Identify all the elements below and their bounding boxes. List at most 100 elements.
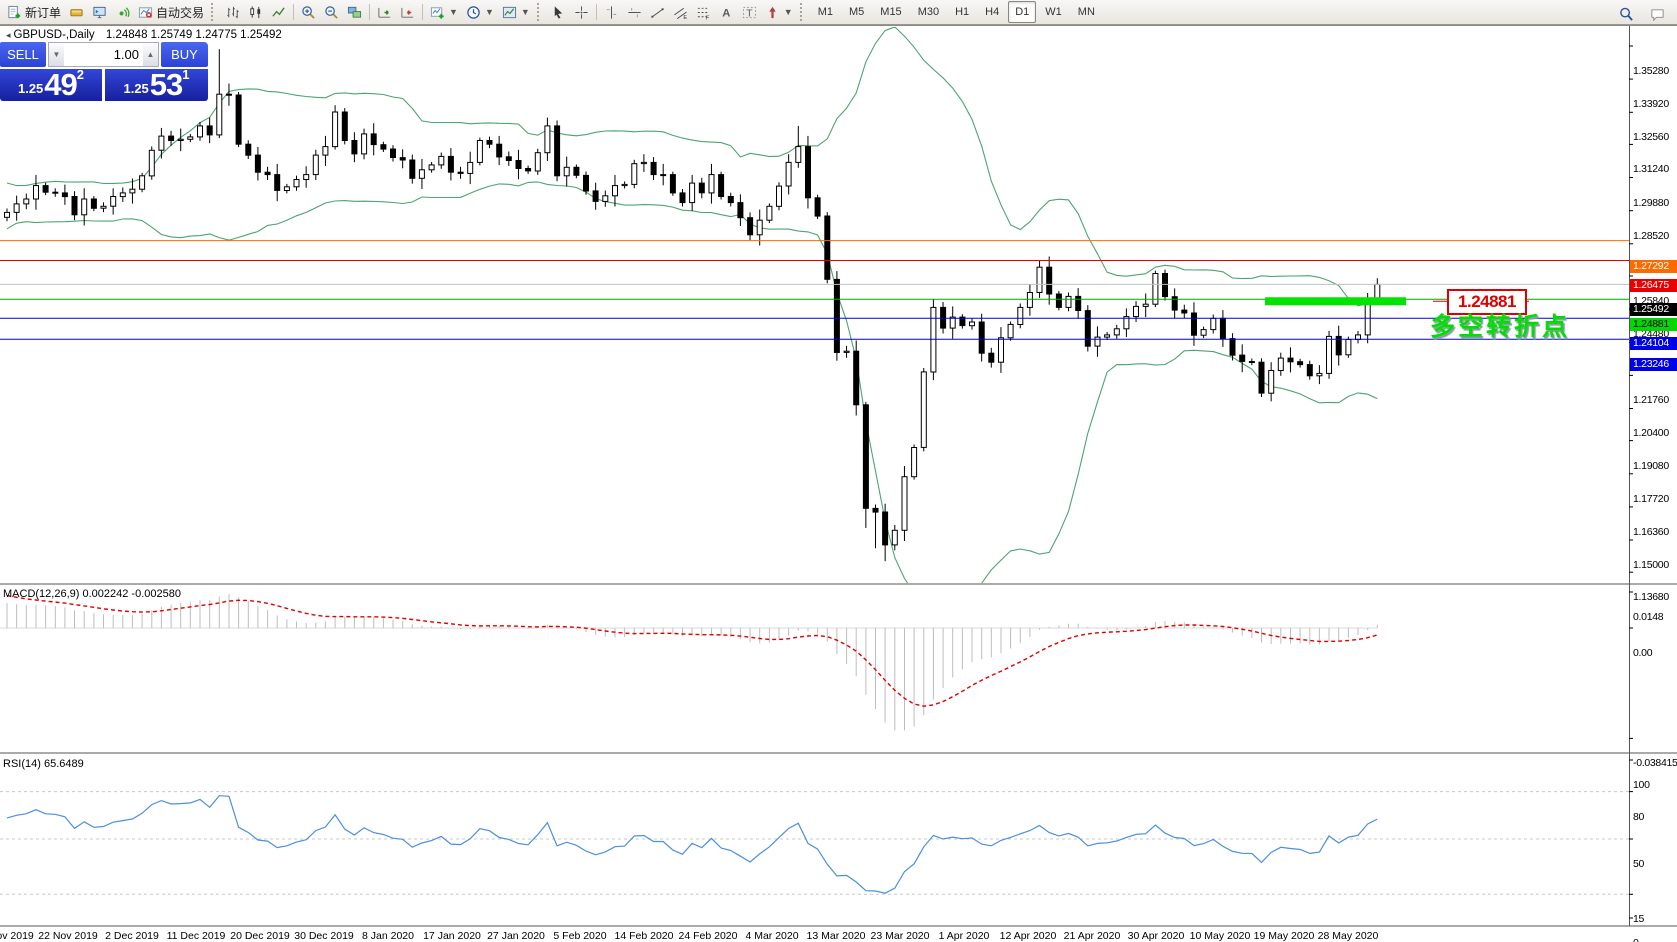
toolbar-separator: [595, 4, 597, 20]
time-tick-label: 12 Apr 2020: [999, 930, 1057, 942]
price-chart-canvas[interactable]: [0, 25, 1677, 942]
autotrade-button[interactable]: 自动交易: [134, 0, 208, 25]
timeframe-button-h4[interactable]: H4: [985, 6, 1000, 18]
dropdown-caret-icon: ▼: [783, 7, 793, 17]
bar-chart-icon: [225, 5, 240, 20]
rsi-tick-label: 80: [1633, 811, 1645, 823]
fibonacci-icon: F: [696, 5, 711, 20]
timeframe-button-h1[interactable]: H1: [955, 6, 970, 18]
time-tick-label: 11 Dec 2019: [166, 930, 226, 942]
sell-price-display[interactable]: 1.25 49 2: [0, 67, 102, 102]
buy-price-prefix: 1.25: [123, 81, 149, 96]
signals-icon: [115, 5, 130, 20]
svg-text:T: T: [746, 8, 753, 19]
text-icon: A: [719, 5, 734, 20]
time-tick-label: 22 Nov 2019: [38, 930, 98, 942]
price-tick-label: 1.33920: [1633, 98, 1669, 110]
buy-price-display[interactable]: 1.25 53 1: [105, 67, 208, 102]
rsi-indicator-label: RSI(14) 65.6489: [3, 758, 84, 770]
arrows-icon: [765, 5, 780, 20]
timeframe-button-m30[interactable]: M30: [917, 6, 940, 18]
metaeditor-button[interactable]: [65, 0, 88, 25]
zoom-in-button[interactable]: [297, 0, 320, 25]
zoom-in-icon: [301, 5, 316, 20]
time-tick-label: 19 May 2020: [1253, 930, 1315, 942]
time-tick-label: 5 Feb 2020: [553, 930, 607, 942]
volume-decrease-button[interactable]: ▼: [49, 43, 64, 66]
price-tag-1.23246: 1.23246: [1630, 358, 1677, 371]
cursor-arrow-icon: [551, 5, 566, 20]
timeframe-button-d1[interactable]: D1: [1008, 1, 1037, 23]
macd-indicator-label: MACD(12,26,9) 0.002242 -0.002580: [3, 588, 181, 600]
timeframe-button-m15[interactable]: M15: [880, 6, 902, 18]
sell-button[interactable]: SELL: [0, 42, 46, 67]
chart-marker-icon: ◂: [6, 30, 11, 40]
zoom-out-button[interactable]: [320, 0, 343, 25]
channel-button[interactable]: E: [669, 0, 692, 25]
horizontal-line-button[interactable]: [623, 0, 646, 25]
search-icon: [1619, 7, 1634, 22]
cursor-button[interactable]: [547, 0, 570, 25]
horizontal-line-icon: [627, 5, 642, 20]
tile-windows-button[interactable]: [343, 0, 366, 25]
crosshair-button[interactable]: [570, 0, 593, 25]
indicators-button[interactable]: ▼: [426, 0, 462, 25]
rsi-tick-label: 15: [1633, 913, 1645, 925]
toolbar-grip[interactable]: [799, 3, 807, 21]
dropdown-caret-icon: ▼: [484, 7, 494, 17]
line-chart-button[interactable]: [267, 0, 290, 25]
timeframe-button-mn[interactable]: MN: [1077, 6, 1095, 18]
toolbar-separator: [422, 4, 424, 20]
toolbar-grip[interactable]: [536, 3, 544, 21]
fibonacci-button[interactable]: F: [692, 0, 715, 25]
text-button[interactable]: A: [715, 0, 738, 25]
price-tick-label: 1.28520: [1633, 230, 1669, 242]
time-tick-label: 28 May 2020: [1317, 930, 1379, 942]
arrows-button[interactable]: ▼: [761, 0, 797, 25]
price-tick-label: 1.17720: [1633, 493, 1669, 505]
chinese-annotation-text[interactable]: 多空转折点: [1430, 313, 1571, 341]
trendline-button[interactable]: [646, 0, 669, 25]
buy-button[interactable]: BUY: [161, 42, 208, 67]
chart-ohlc-values: 1.24848 1.25749 1.24775 1.25492: [105, 29, 282, 41]
bar-chart-button[interactable]: [221, 0, 244, 25]
chart-title-bar: ◂ GBPUSD-,Daily 1.24848 1.25749 1.24775 1…: [6, 29, 282, 41]
candlestick-chart-button[interactable]: [244, 0, 267, 25]
price-tag-1.24881: 1.24881: [1630, 318, 1677, 331]
macd-tick-label: 0.00: [1633, 647, 1653, 659]
timeframe-button-m5[interactable]: M5: [849, 6, 865, 18]
chart-shift-icon: [400, 5, 415, 20]
new-order-button[interactable]: 新订单: [3, 0, 65, 25]
signals-button[interactable]: [111, 0, 134, 25]
equidistant-channel-icon: E: [673, 5, 688, 20]
text-label-button[interactable]: T: [738, 0, 761, 25]
time-tick-label: 13 Nov 2019: [0, 930, 34, 942]
sell-price-main: 49: [44, 67, 77, 102]
chart-symbol-period: GBPUSD-,Daily: [13, 29, 95, 41]
timeframe-button-m1[interactable]: M1: [817, 6, 833, 18]
chart-window[interactable]: ◂ GBPUSD-,Daily 1.24848 1.25749 1.24775 1…: [0, 25, 1677, 942]
vertical-line-button[interactable]: [600, 0, 623, 25]
time-tick-label: 30 Dec 2019: [294, 930, 354, 942]
volume-input[interactable]: [64, 43, 143, 66]
terminal-button[interactable]: [88, 0, 111, 25]
search-button[interactable]: [1615, 2, 1638, 27]
main-toolbar: 新订单 自动交易 ▼ ▼ ▼ E F A T ▼: [0, 0, 1677, 25]
vertical-line-icon: [604, 5, 619, 20]
new-order-label: 新订单: [25, 5, 62, 20]
volume-increase-button[interactable]: ▲: [143, 43, 158, 66]
auto-scroll-button[interactable]: [373, 0, 396, 25]
chart-shift-button[interactable]: [396, 0, 419, 25]
new-order-icon: [7, 5, 22, 20]
price-annotation-box[interactable]: 1.24881: [1447, 289, 1527, 315]
time-tick-label: 14 Feb 2020: [614, 930, 674, 942]
toolbar-grip[interactable]: [211, 3, 218, 21]
timeframe-button-w1[interactable]: W1: [1045, 6, 1062, 18]
text-label-icon: T: [742, 5, 757, 20]
chat-button[interactable]: [1646, 2, 1669, 27]
time-tick-label: 30 Apr 2020: [1127, 930, 1185, 942]
buy-price-main: 53: [149, 67, 183, 102]
templates-button[interactable]: ▼: [498, 0, 534, 25]
periods-button[interactable]: ▼: [462, 0, 498, 25]
